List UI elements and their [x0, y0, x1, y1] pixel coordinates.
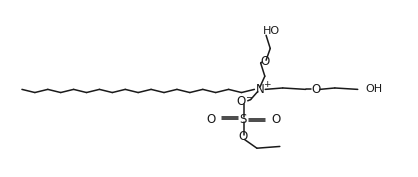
Text: +: +: [264, 80, 271, 89]
Text: S: S: [240, 113, 247, 126]
Text: O: O: [207, 113, 216, 126]
Text: HO: HO: [263, 26, 280, 36]
Text: O: O: [271, 113, 280, 126]
Text: O: O: [239, 130, 248, 143]
Text: −: −: [245, 92, 252, 101]
Text: OH: OH: [365, 84, 382, 94]
Text: N: N: [255, 83, 264, 96]
Text: O: O: [236, 95, 245, 108]
Text: O: O: [260, 55, 270, 68]
Text: O: O: [311, 83, 321, 96]
